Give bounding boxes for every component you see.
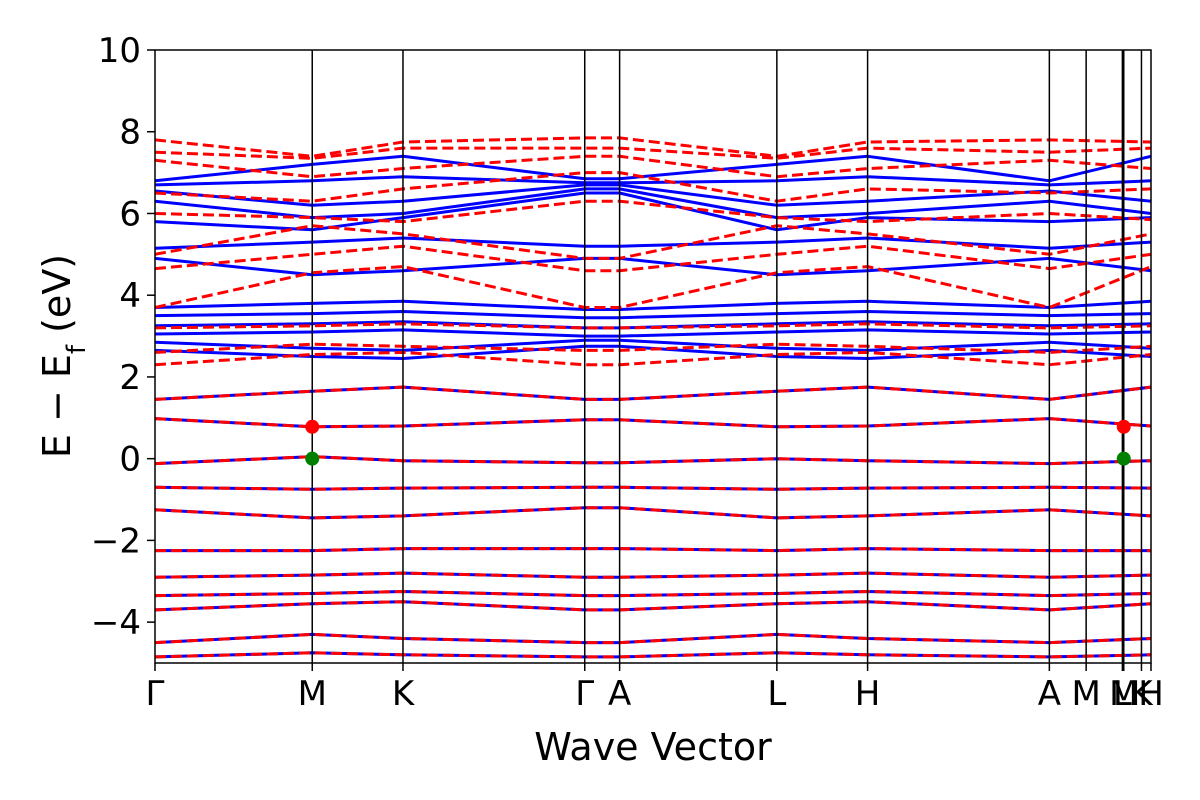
band-series-solid xyxy=(155,154,1151,659)
y-axis-label-sub: f xyxy=(62,344,92,354)
x-tick-label: M xyxy=(298,674,327,714)
y-tick-label: 2 xyxy=(119,358,141,398)
band-line xyxy=(155,310,1151,320)
plot-frame xyxy=(154,49,1152,664)
y-tick-label: 6 xyxy=(119,194,141,234)
x-tick-label: A xyxy=(1038,674,1061,714)
x-tick-label: M xyxy=(1109,674,1138,714)
x-axis-label: Wave Vector xyxy=(534,725,772,769)
high-symmetry-lines xyxy=(311,50,1143,663)
y-tick-label: −2 xyxy=(91,521,141,561)
band-edge-marker xyxy=(1116,419,1131,434)
band-line xyxy=(155,191,1151,232)
y-axis-label-unit: (eV) xyxy=(35,254,79,345)
x-tick-label: H xyxy=(855,674,881,714)
y-axis-label: E − Ef (eV) xyxy=(35,254,92,458)
y-tick-label: 10 xyxy=(98,31,141,71)
x-tick-label: A xyxy=(608,674,631,714)
band-edge-marker xyxy=(1116,451,1131,466)
band-line xyxy=(155,299,1151,311)
y-tick-label: 8 xyxy=(119,113,141,153)
x-tick-label: Γ xyxy=(146,674,165,714)
x-tick-label: L xyxy=(767,674,786,714)
y-tick-label: 0 xyxy=(119,440,141,480)
band-line xyxy=(155,236,1151,250)
x-tick-label: Γ xyxy=(575,674,594,714)
x-tick-label: K xyxy=(1130,674,1154,714)
x-tick-label: L xyxy=(1113,674,1132,714)
band-line xyxy=(155,350,1151,367)
y-axis-ticks: −4 −2 0 2 4 6 8 10 xyxy=(91,31,155,643)
bands-layer xyxy=(155,136,1151,659)
y-tick-label: −4 xyxy=(91,603,141,643)
band-line xyxy=(155,328,1151,338)
x-tick-label: M xyxy=(1071,674,1100,714)
y-tick-label: 4 xyxy=(119,276,141,316)
x-tick-label: K xyxy=(392,674,416,714)
band-edge-marker xyxy=(305,451,320,466)
markers-layer xyxy=(305,419,1131,466)
band-line xyxy=(155,136,1151,158)
y-axis-label-main: E − E xyxy=(35,354,79,458)
x-tick-label: H xyxy=(1138,674,1164,714)
band-line xyxy=(155,385,1151,401)
band-edge-marker xyxy=(305,419,320,434)
